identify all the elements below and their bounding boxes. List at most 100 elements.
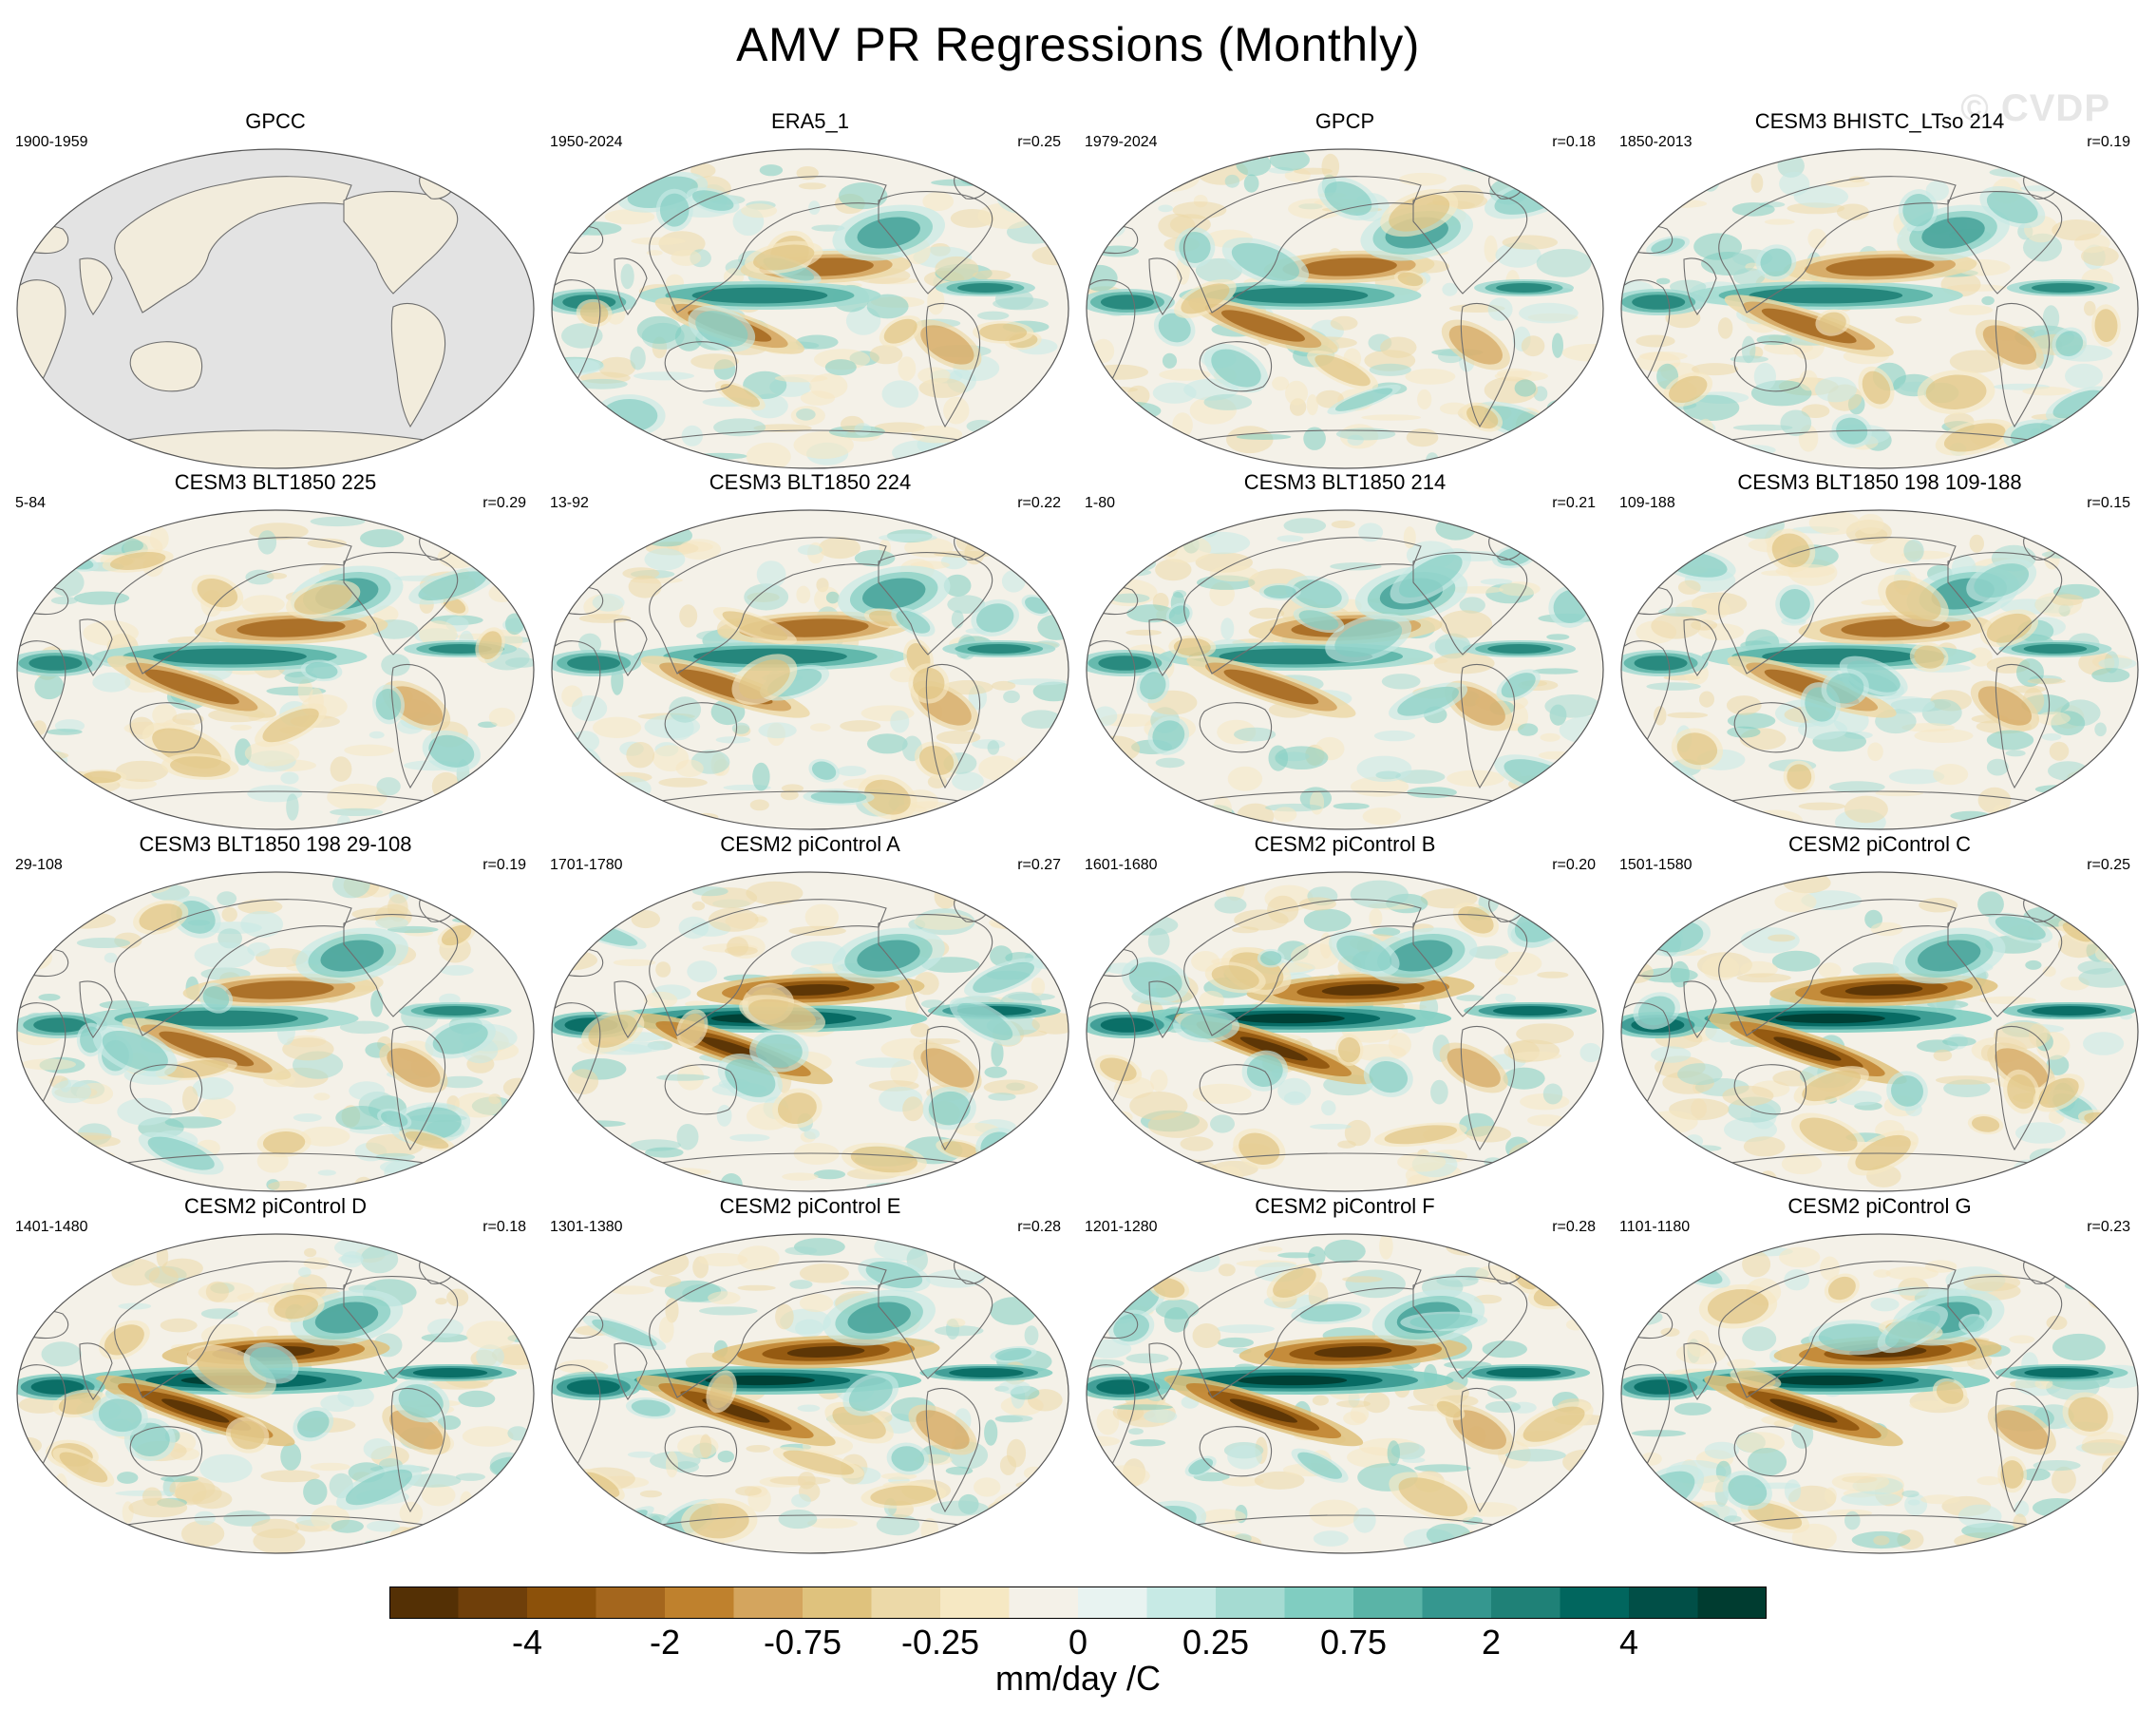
panel-correlation: r=0.28	[1017, 1219, 1061, 1235]
colorbar-swatch	[1491, 1586, 1560, 1619]
colorbar-tick-label: -0.75	[763, 1623, 842, 1662]
panel-period: 1701-1780	[550, 857, 623, 873]
coastline-samerica	[390, 1388, 446, 1513]
map-border	[551, 509, 1069, 830]
coastline-india	[1683, 257, 1717, 315]
map-border	[551, 1233, 1069, 1554]
coastline-australia	[1199, 1426, 1273, 1477]
map-panel: GPCP 1979-2024 r=0.18	[1079, 109, 1611, 470]
panel-title: CESM2 piControl F	[1255, 1194, 1435, 1218]
map-border	[1620, 509, 2139, 830]
panel-title: GPCP	[1314, 109, 1375, 133]
world-map	[551, 509, 1069, 830]
panel-period: 1401-1480	[15, 1219, 88, 1235]
coastline-samerica	[390, 303, 446, 428]
map-border	[1620, 148, 2139, 469]
colorbar-swatch	[389, 1586, 459, 1619]
panel-period: 5-84	[15, 495, 47, 511]
panel-correlation: r=0.23	[2087, 1219, 2130, 1235]
coastline-namerica	[1412, 552, 1528, 656]
colorbar-swatch	[1422, 1586, 1492, 1619]
panel-period: 1201-1280	[1085, 1219, 1158, 1235]
coastline-india	[79, 980, 113, 1038]
coastline-asia	[1718, 1261, 1957, 1398]
panel-correlation: r=0.27	[1017, 857, 1061, 873]
coastline-asia	[1183, 1261, 1422, 1398]
panel-correlation: r=0.20	[1552, 857, 1596, 873]
map-border	[16, 148, 535, 469]
coastline-india	[1148, 618, 1182, 676]
coastline-asia	[1718, 899, 1957, 1036]
coastline-namerica	[878, 191, 993, 294]
colorbar-swatch	[1284, 1586, 1354, 1619]
map-border	[1086, 871, 1604, 1192]
panel-period: 1979-2024	[1085, 134, 1158, 150]
coastline-asia	[1183, 537, 1422, 674]
coastline-samerica	[1460, 303, 1516, 428]
panel-title: CESM2 piControl D	[184, 1194, 367, 1218]
colorbar-swatch	[1353, 1586, 1423, 1619]
panel-title: CESM3 BLT1850 214	[1243, 470, 1447, 494]
coastline-india	[1683, 618, 1717, 676]
world-map	[1620, 509, 2139, 830]
coastline-asia	[649, 537, 887, 674]
coastline-india	[1683, 980, 1717, 1038]
coastline-australia	[129, 341, 203, 392]
coastline-samerica	[390, 664, 446, 789]
panel-period: 1850-2013	[1619, 134, 1693, 150]
coastline-samerica	[925, 1026, 981, 1151]
panel-correlation: r=0.22	[1017, 495, 1061, 511]
colorbar-tick-label: 0.25	[1182, 1623, 1250, 1662]
map-border	[1086, 148, 1604, 469]
panel-correlation: r=0.19	[482, 857, 526, 873]
coastline-asia	[1183, 899, 1422, 1036]
coastline-india	[1148, 1342, 1182, 1400]
colorbar-swatch	[871, 1586, 941, 1619]
coastline-asia	[1718, 176, 1957, 314]
panel-title: ERA5_1	[771, 109, 849, 133]
colorbar-swatch	[1078, 1586, 1147, 1619]
coastline-australia	[664, 702, 738, 753]
panel-correlation: r=0.18	[482, 1219, 526, 1235]
map-panel: CESM3 BLT1850 214 1-80 r=0.21	[1079, 470, 1611, 831]
map-panel: CESM2 piControl D 1401-1480 r=0.18	[9, 1194, 541, 1555]
coastline-samerica	[925, 664, 981, 789]
coastline-namerica	[343, 914, 459, 1017]
world-map	[1086, 871, 1604, 1192]
colorbar-tick-label: 2	[1481, 1623, 1502, 1662]
panel-title: CESM3 BLT1850 224	[709, 470, 912, 494]
panel-period: 1-80	[1085, 495, 1116, 511]
map-panel: CESM2 piControl G 1101-1180 r=0.23	[1614, 1194, 2146, 1555]
world-map	[551, 148, 1069, 469]
colorbar	[389, 1586, 1768, 1619]
colorbar-swatch	[940, 1586, 1010, 1619]
map-panel: ERA5_1 1950-2024 r=0.25	[544, 109, 1076, 470]
coastline-samerica	[1995, 303, 2051, 428]
coastline-australia	[1733, 1426, 1807, 1477]
colorbar-tick-label: 0	[1068, 1623, 1088, 1662]
colorbar-swatch	[1697, 1586, 1768, 1619]
panel-period: 1501-1580	[1619, 857, 1693, 873]
panel-title: GPCC	[245, 109, 306, 133]
colorbar-units: mm/day /C	[994, 1659, 1162, 1698]
coastline-samerica	[1460, 1388, 1516, 1513]
panel-title: CESM3 BLT1850 198 29-108	[139, 832, 412, 856]
coastline-namerica	[1947, 552, 2063, 656]
map-border	[551, 148, 1069, 469]
map-border	[1620, 1233, 2139, 1554]
map-panel: CESM3 BLT1850 225 5-84 r=0.29	[9, 470, 541, 831]
coastline-australia	[129, 1426, 203, 1477]
coastline-asia	[114, 537, 352, 674]
coastline-namerica	[1947, 191, 2063, 294]
coastline-samerica	[1995, 1026, 2051, 1151]
panel-correlation: r=0.19	[2087, 134, 2130, 150]
world-map	[1086, 148, 1604, 469]
panel-period: 1950-2024	[550, 134, 623, 150]
coastline-australia	[664, 341, 738, 392]
panel-period: 29-108	[15, 857, 63, 873]
panel-correlation: r=0.25	[2087, 857, 2130, 873]
map-panel: CESM2 piControl C 1501-1580 r=0.25	[1614, 832, 2146, 1193]
coastline-samerica	[1995, 664, 2051, 789]
map-panel: CESM3 BLT1850 224 13-92 r=0.22	[544, 470, 1076, 831]
coastline-namerica	[878, 552, 993, 656]
